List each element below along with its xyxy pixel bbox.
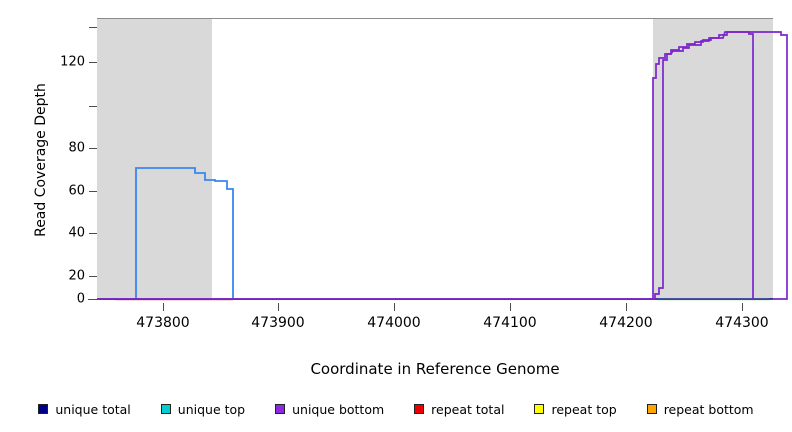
x-tick-474200 <box>626 303 627 311</box>
y-tick-120 <box>89 62 97 63</box>
legend-label-unique-bottom: unique bottom <box>292 401 385 417</box>
series-unique-top <box>135 167 234 299</box>
legend-item-unique-bottom: unique bottom <box>275 402 384 417</box>
legend-item-repeat-top: repeat top <box>534 401 617 417</box>
x-tick-label-474100: 474100 <box>483 315 537 331</box>
legend-swatch-unique-bottom <box>275 404 286 414</box>
x-tick-474300 <box>742 303 743 311</box>
x-tick-label-474300: 474300 <box>715 315 769 331</box>
plot-area <box>97 18 773 300</box>
y-tick-label-60: 60 <box>68 183 85 199</box>
y-tick-140 <box>89 27 97 28</box>
legend-swatch-unique-total <box>38 404 49 414</box>
x-axis-line <box>88 299 773 300</box>
series-unique-bottom <box>97 31 788 300</box>
legend-swatch-repeat-bottom <box>646 404 657 414</box>
legend-swatch-unique-top <box>160 404 171 414</box>
y-tick-label-20: 20 <box>68 268 85 284</box>
y-tick-label-80: 80 <box>68 140 85 156</box>
x-tick-label-473800: 473800 <box>136 315 190 331</box>
legend-label-repeat-bottom: repeat bottom <box>663 401 754 417</box>
shaded-region-left <box>97 18 212 300</box>
y-tick-40 <box>89 233 97 234</box>
y-tick-label-0: 0 <box>76 291 85 307</box>
series-unique-bottom-edge <box>652 31 754 299</box>
x-axis: 473800 473900 474000 474100 474200 47430… <box>97 303 773 331</box>
y-tick-100 <box>89 106 97 107</box>
legend-swatch-repeat-top <box>534 404 545 414</box>
x-tick-474000 <box>394 303 395 311</box>
y-tick-60 <box>89 191 97 192</box>
y-tick-label-40: 40 <box>68 225 85 241</box>
legend-label-repeat-top: repeat top <box>551 401 617 417</box>
x-tick-473900 <box>278 303 279 311</box>
x-tick-label-474000: 474000 <box>367 315 421 331</box>
chart-legend: unique total unique top unique bottom re… <box>0 398 792 420</box>
y-tick-80 <box>89 148 97 149</box>
y-axis: 120 80 60 40 20 0 <box>60 18 97 307</box>
x-tick-label-474200: 474200 <box>599 315 653 331</box>
y-tick-20 <box>89 276 97 277</box>
legend-label-unique-top: unique top <box>177 401 246 417</box>
x-tick-label-473900: 473900 <box>251 315 305 331</box>
series-layer <box>97 31 788 301</box>
legend-item-repeat-total: repeat total <box>414 402 504 417</box>
legend-item-unique-top: unique top <box>160 401 246 417</box>
x-axis-title: Coordinate in Reference Genome <box>310 360 560 378</box>
x-tick-473800 <box>163 303 164 311</box>
legend-item-unique-total: unique total <box>38 401 131 417</box>
x-tick-474100 <box>510 303 511 311</box>
legend-label-unique-total: unique total <box>55 401 131 417</box>
legend-label-repeat-total: repeat total <box>431 401 505 417</box>
legend-swatch-repeat-total <box>414 404 425 414</box>
legend-item-repeat-bottom: repeat bottom <box>646 401 754 417</box>
y-tick-label-120: 120 <box>60 54 85 70</box>
